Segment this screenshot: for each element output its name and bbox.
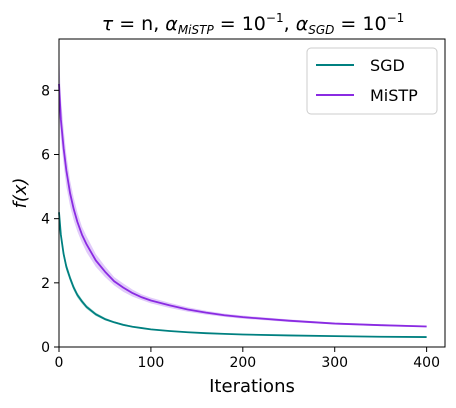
title-alpha-sgd-exp: −1: [387, 11, 405, 25]
title-alpha-sgd-rhs: = 10: [334, 13, 386, 35]
title-alpha-sgd: α: [296, 13, 309, 35]
legend-label-sgd: SGD: [370, 56, 405, 75]
x-tick-label: 100: [138, 355, 165, 371]
title-alpha-mistp-exp: −1: [266, 11, 284, 25]
y-tick-label: 6: [41, 148, 50, 164]
title-tau: τ: [102, 13, 114, 35]
x-axis-label: Iterations: [209, 376, 295, 397]
x-tick-label: 400: [413, 355, 440, 371]
legend-label-mistp: MiSTP: [370, 86, 418, 105]
title-tau-rhs: = n,: [113, 13, 165, 35]
x-tick-label: 0: [55, 355, 64, 371]
y-tick-label: 0: [41, 340, 50, 356]
chart-title: τ = n, αMiSTP = 10−1, αSGD = 10−1: [102, 11, 405, 37]
title-alpha-mistp-rhs: = 10: [214, 13, 266, 35]
x-tick-label: 200: [229, 355, 256, 371]
y-tick-label: 8: [41, 83, 50, 99]
title-alpha-mistp-sub: MiSTP: [178, 23, 215, 37]
y-tick-label: 2: [41, 276, 50, 292]
legend: SGD MiSTP: [306, 47, 438, 115]
series-line-sgd: [58, 212, 427, 338]
title-separator: ,: [284, 13, 296, 35]
plot-area: [58, 51, 427, 338]
y-axis-label: f(x): [10, 177, 31, 208]
series-line-mistp: [58, 83, 427, 328]
y-tick-label: 4: [41, 212, 50, 228]
title-alpha-sgd-sub: SGD: [308, 23, 334, 37]
axes-frame: [58, 38, 446, 348]
x-tick-label: 300: [321, 355, 348, 371]
title-alpha-mistp: α: [165, 13, 178, 35]
axis-ticks: 0 100 200 300 400 0 2 4 6 8: [41, 83, 440, 371]
